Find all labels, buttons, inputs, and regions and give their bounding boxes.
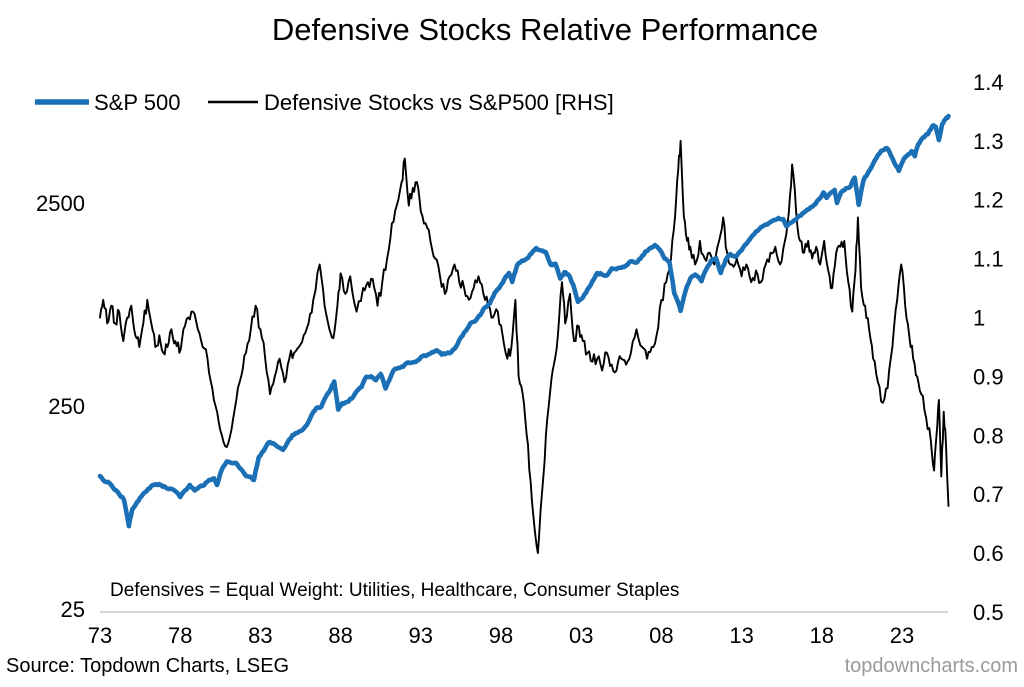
right-axis-tick-0.6: 0.6 [973,541,1004,566]
left-axis-tick-25: 25 [61,597,85,622]
right-axis-tick-0.9: 0.9 [973,364,1004,389]
left-axis-tick-250: 250 [48,394,85,419]
x-axis-tick-98: 98 [489,623,513,648]
source-note: Source: Topdown Charts, LSEG [6,655,289,677]
x-axis-tick-18: 18 [810,623,834,648]
right-axis-tick-0.5: 0.5 [973,600,1004,625]
x-axis-tick-73: 73 [88,623,112,648]
annotation-defensives-definition: Defensives = Equal Weight: Utilities, He… [110,580,679,601]
x-axis-tick-13: 13 [729,623,753,648]
right-axis-tick-1.3: 1.3 [973,129,1004,154]
x-axis-tick-03: 03 [569,623,593,648]
right-axis: 1.4 1.3 1.2 1.1 1 0.9 0.8 0.7 0.6 0.5 [973,70,1004,625]
watermark: topdowncharts.com [845,655,1018,677]
right-axis-tick-1.1: 1.1 [973,247,1004,272]
right-axis-tick-0.8: 0.8 [973,423,1004,448]
legend: S&P 500 Defensive Stocks vs S&P500 [RHS] [35,90,614,115]
x-axis-tick-23: 23 [890,623,914,648]
left-axis-tick-2500: 2500 [36,191,85,216]
series-defensives-vs-sp500 [99,139,950,555]
x-axis-tick-93: 93 [409,623,433,648]
right-axis-tick-1.4: 1.4 [973,70,1004,95]
right-axis-tick-1.2: 1.2 [973,188,1004,213]
right-axis-tick-0.7: 0.7 [973,482,1004,507]
x-axis: 73 78 83 88 93 98 03 08 13 18 23 [88,623,914,648]
legend-label-sp500: S&P 500 [94,90,180,115]
right-axis-tick-1: 1 [973,306,985,331]
x-axis-tick-78: 78 [168,623,192,648]
x-axis-tick-08: 08 [649,623,673,648]
series-sp500 [97,113,951,529]
x-axis-tick-83: 83 [248,623,272,648]
x-axis-tick-88: 88 [328,623,352,648]
left-axis: 2500 250 25 [36,191,85,622]
chart-title: Defensive Stocks Relative Performance [272,12,818,47]
legend-label-defensives: Defensive Stocks vs S&P500 [RHS] [264,90,614,115]
